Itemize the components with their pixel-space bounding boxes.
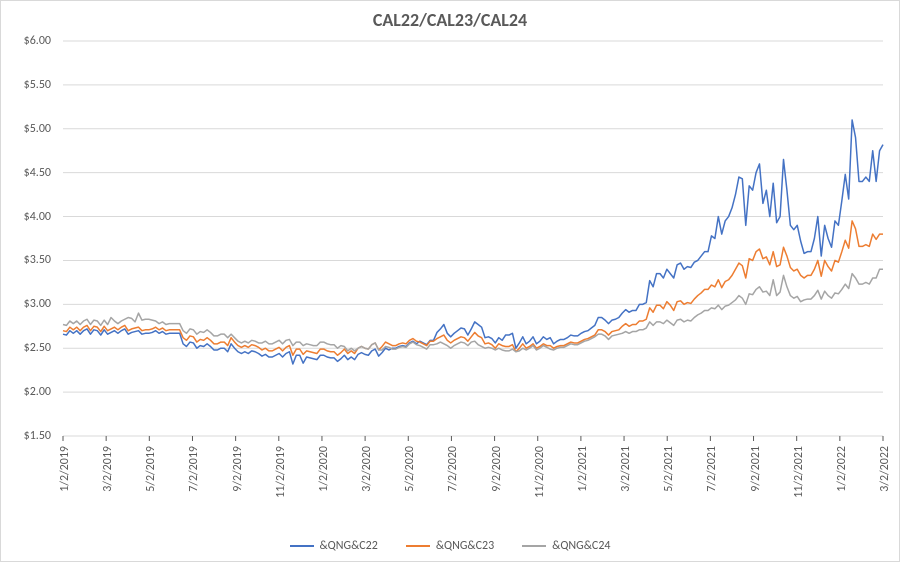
legend-item: &QNG&C24 xyxy=(522,539,610,553)
legend-label: &QNG&C24 xyxy=(552,539,610,553)
x-tick-label: 11/2/2020 xyxy=(533,446,547,498)
x-tick-label: 3/2/2019 xyxy=(101,446,115,492)
x-tick-label: 5/2/2019 xyxy=(144,446,158,492)
y-tick-label: $3.00 xyxy=(24,297,51,311)
x-tick-label: 7/2/2020 xyxy=(446,446,460,492)
x-tick-label: 1/2/2019 xyxy=(58,446,72,492)
x-tick-label: 9/2/2019 xyxy=(231,446,245,492)
legend-label: &QNG&C22 xyxy=(320,539,378,553)
legend-label: &QNG&C23 xyxy=(436,539,494,553)
legend-swatch xyxy=(522,545,546,547)
y-tick-label: $6.00 xyxy=(24,34,51,48)
legend-item: &QNG&C22 xyxy=(290,539,378,553)
y-axis: $1.50$2.00$2.50$3.00$3.50$4.00$4.50$5.00… xyxy=(1,41,59,436)
y-tick-label: $2.50 xyxy=(24,341,51,355)
x-tick-label: 5/2/2021 xyxy=(662,446,676,492)
x-tick-label: 3/2/2022 xyxy=(878,446,892,492)
legend-swatch xyxy=(406,545,430,547)
legend-swatch xyxy=(290,545,314,547)
x-tick-label: 7/2/2019 xyxy=(187,446,201,492)
x-tick-label: 7/2/2021 xyxy=(705,446,719,492)
x-tick-label: 9/2/2020 xyxy=(490,446,504,492)
chart-container: CAL22/CAL23/CAL24 $1.50 $2.00 $2.50 $3.00 $3… xyxy=(0,0,900,562)
legend: &QNG&C22&QNG&C23&QNG&C24 xyxy=(1,539,899,553)
x-tick-label: 9/2/2021 xyxy=(749,446,763,492)
y-tick-label: $4.00 xyxy=(24,210,51,224)
y-tick-label: $3.50 xyxy=(24,253,51,267)
y-tick-label: $5.00 xyxy=(24,122,51,136)
x-tick-label: 11/2/2019 xyxy=(274,446,288,498)
x-tick-label: 1/2/2020 xyxy=(317,446,331,492)
y-tick-label: $4.50 xyxy=(24,166,51,180)
y-tick-label: $5.50 xyxy=(24,78,51,92)
x-tick-label: 1/2/2022 xyxy=(835,446,849,492)
legend-item: &QNG&C23 xyxy=(406,539,494,553)
x-tick-label: 5/2/2020 xyxy=(403,446,417,492)
x-tick-label: 3/2/2020 xyxy=(360,446,374,492)
x-axis: 1/2/20193/2/20195/2/20197/2/20199/2/2019… xyxy=(63,441,883,521)
series-line xyxy=(63,120,883,364)
chart-title: CAL22/CAL23/CAL24 xyxy=(1,1,899,31)
y-tick-label: $1.50 xyxy=(24,429,51,443)
x-tick-label: 3/2/2021 xyxy=(619,446,633,492)
chart-svg xyxy=(63,41,883,436)
x-tick-label: 1/2/2021 xyxy=(576,446,590,492)
y-tick-label: $2.00 xyxy=(24,385,51,399)
plot-area xyxy=(63,41,883,436)
x-tick-label: 11/2/2021 xyxy=(792,446,806,498)
